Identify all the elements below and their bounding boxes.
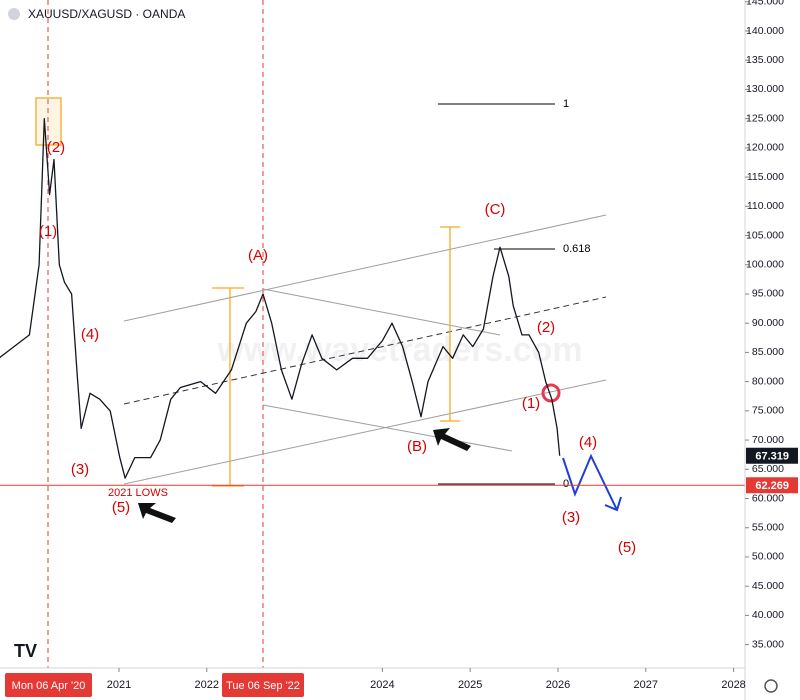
arrow [433,428,471,451]
logo: TV [14,641,37,661]
wave-label: (3) [71,461,89,478]
y-tick-label: 60.000 [752,492,784,504]
x-tick-label: 2022 [195,679,219,691]
projection [562,453,618,511]
date-marker-box [5,673,92,697]
y-tick-label: 35.000 [752,638,784,650]
y-tick-label: 55.000 [752,522,784,534]
price-box [746,447,798,464]
channel [123,214,607,485]
y-tick-label: 40.000 [752,609,784,621]
y-tick-label: 145.000 [746,0,784,8]
y-tick-label: 130.000 [746,83,784,95]
wave-label: (4) [579,434,597,451]
y-tick-label: 70.000 [752,434,784,446]
wave-label: (A) [248,247,268,264]
x-tick-label: 2027 [634,679,658,691]
y-tick-label: 115.000 [747,171,784,183]
annotation: 2021 LOWS [108,487,168,499]
y-tick-label: 85.000 [752,346,784,358]
y-tick-label: 105.000 [746,229,784,241]
price-line [0,117,561,479]
y-axis-panel [745,0,800,700]
symbol-icon [8,8,20,20]
arrow [138,503,176,523]
wave-label: (C) [485,201,506,218]
x-tick-label: 2026 [546,679,570,691]
y-tick-label: 100.000 [746,259,784,271]
chart-title: XAUUSD/XAGUSD · OANDA [28,7,185,21]
x-tick-label: 2025 [458,679,482,691]
y-tick-label: 95.000 [752,288,784,300]
channel-line [123,379,607,485]
y-tick-label: 65.000 [752,463,784,475]
axes: 35.000 40.000 45.000 50.000 55.000 60.000 65.0… [5,0,798,697]
date-marker-label: Tue 06 Sep '22 [226,680,300,692]
price-box [746,477,798,494]
measure [35,97,460,487]
wave-label: (5) [618,539,636,556]
y-tick-label: 120.000 [746,142,784,154]
y-tick-label: 135.000 [746,54,784,66]
y-tick-label: 125.000 [746,112,784,124]
fib-label: 0 [563,478,569,490]
date-marker-box [222,673,304,697]
fib-label: 1 [563,98,569,110]
channel-mid [123,296,607,405]
y-tick-label: 80.000 [752,375,784,387]
wave-label: (2) [47,139,65,156]
wave-label: (5) [112,499,130,516]
channel-line [123,214,607,322]
x-tick-label: 2021 [107,679,131,691]
highlight-box [35,97,62,146]
date-marker-label: Mon 06 Apr '20 [12,680,86,692]
wave-label: (1) [522,395,540,412]
wave-label: (B) [407,438,427,455]
wave-label: (1) [39,223,57,240]
fib-label: 0.618 [563,243,591,255]
projection-arrow [604,496,622,512]
y-tick-label: 50.000 [752,551,784,563]
y-tick-label: 75.000 [752,405,784,417]
price-box-label: 62.269 [755,480,789,492]
y-tick-label: 110.000 [747,200,784,212]
wave-label: (2) [537,319,555,336]
settings-icon[interactable] [764,679,778,693]
y-tick-label: 90.000 [752,317,784,329]
x-tick-label: 2024 [370,679,394,691]
wave-label: (3) [562,509,580,526]
wave-label: (4) [81,326,99,343]
plot: (2)(1)(4)(3)(5)(A)(B)(C)(2)(1)(4)(3)(5)2… [0,117,745,556]
channel-line [262,404,513,452]
channel-line [262,288,501,336]
y-tick-label: 140.000 [746,25,784,37]
highlight-circle [541,383,561,403]
x-tick-label: 2028 [721,679,745,691]
watermark: www.wavetraders.com [216,331,582,369]
y-tick-label: 45.000 [752,580,784,592]
price-box-label: 67.319 [755,451,789,463]
